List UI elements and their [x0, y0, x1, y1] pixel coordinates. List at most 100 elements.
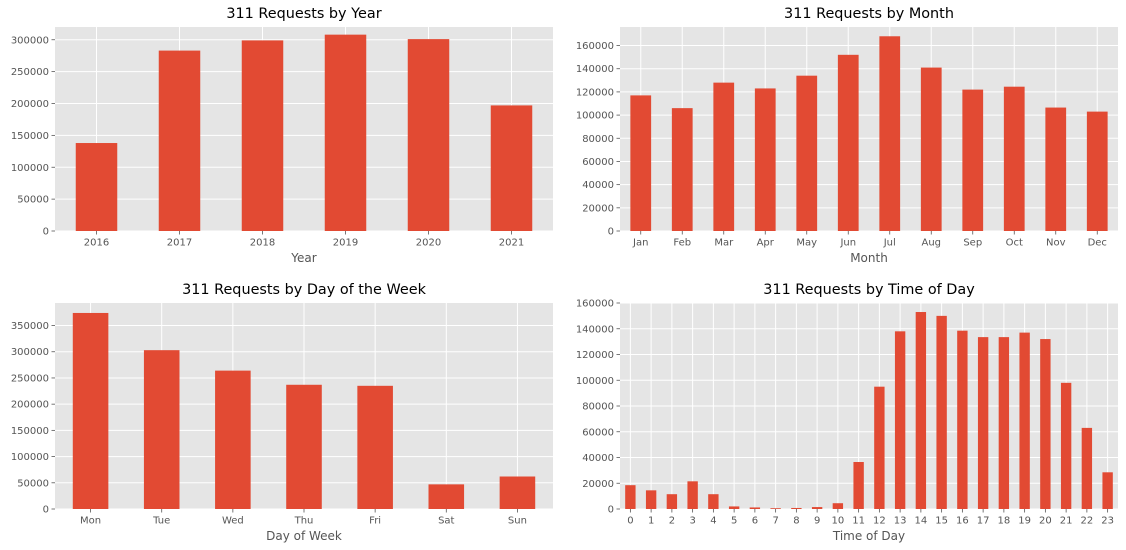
x-tick-label: 13 — [894, 516, 907, 527]
bar-18 — [998, 337, 1010, 509]
y-tick-label: 250000 — [11, 67, 49, 78]
bar-6 — [749, 507, 761, 509]
y-tick-label: 300000 — [11, 347, 49, 358]
chart-title: 311 Requests by Year — [226, 6, 381, 22]
x-tick-label: Sat — [438, 516, 454, 527]
x-tick-label: 1 — [648, 516, 654, 527]
x-tick-label: 11 — [852, 516, 865, 527]
bar-2021 — [490, 105, 533, 231]
x-tick-label: Jan — [632, 238, 648, 249]
bar-Mar — [713, 82, 735, 232]
chart-title: 311 Requests by Day of the Week — [182, 282, 427, 298]
y-tick-label: 250000 — [11, 373, 49, 384]
bar-17 — [977, 337, 989, 509]
y-tick-label: 50000 — [17, 195, 49, 206]
plot-area — [620, 27, 1118, 231]
bar-21 — [1060, 382, 1072, 509]
x-tick-label: 7 — [772, 516, 778, 527]
y-tick-label: 50000 — [17, 478, 49, 489]
x-tick-label: 15 — [935, 516, 948, 527]
x-tick-label: Oct — [1006, 238, 1023, 249]
x-tick-label: 2 — [669, 516, 675, 527]
bar-2 — [666, 494, 678, 509]
x-tick-label: Aug — [921, 238, 941, 249]
chart-requests-by-month: 0 20000 40000 60000 80000 100000 120000 140000 1… — [576, 6, 1118, 265]
bar-3 — [687, 481, 698, 509]
bar-2018 — [241, 40, 284, 232]
bar-23 — [1102, 472, 1113, 509]
x-tick-label: 2021 — [499, 238, 524, 249]
bar-2020 — [407, 39, 450, 231]
bar-Wed — [215, 370, 251, 509]
x-tick-label: 21 — [1060, 516, 1073, 527]
y-tick-label: 300000 — [11, 35, 49, 46]
bar-5 — [728, 506, 740, 509]
bar-Feb — [671, 108, 693, 231]
x-tick-label: 6 — [752, 516, 758, 527]
x-tick-label: Sep — [963, 238, 982, 249]
bar-10 — [832, 503, 844, 509]
x-tick-label: May — [796, 238, 817, 249]
x-tick-label: 17 — [977, 516, 990, 527]
bar-14 — [915, 312, 927, 509]
x-tick-label: 3 — [689, 516, 695, 527]
x-tick-label: 12 — [873, 516, 886, 527]
bar-12 — [874, 386, 885, 509]
x-tick-label: Thu — [294, 516, 314, 527]
y-tick-label: 20000 — [582, 479, 614, 490]
x-tick-label: 22 — [1081, 516, 1094, 527]
x-tick-label: 2019 — [333, 238, 358, 249]
y-tick-label: 100000 — [11, 452, 49, 463]
bar-Fri — [357, 385, 393, 509]
x-tick-label: Mon — [80, 516, 101, 527]
bar-1 — [645, 490, 657, 509]
bar-Thu — [286, 384, 322, 509]
x-tick-label: 23 — [1101, 516, 1114, 527]
bar-2017 — [158, 50, 201, 232]
bar-Sep — [962, 89, 984, 231]
x-axis-title: Time of Day — [832, 529, 905, 543]
x-tick-label: 5 — [731, 516, 737, 527]
bar-2016 — [75, 143, 118, 231]
x-tick-label: 19 — [1018, 516, 1031, 527]
x-tick-label: Fri — [369, 516, 381, 527]
y-tick-label: 40000 — [582, 453, 614, 464]
bar-May — [796, 75, 818, 231]
x-axis-title: Month — [850, 251, 888, 265]
bar-Apr — [754, 88, 776, 231]
x-tick-label: Jun — [839, 238, 856, 249]
x-tick-label: 2018 — [250, 238, 275, 249]
x-tick-label: Apr — [757, 238, 775, 249]
chart-title: 311 Requests by Time of Day — [763, 282, 975, 298]
chart-requests-by-day-of-week: 0 50000 100000 150000 200000 250000 300000 3500… — [11, 282, 553, 543]
plot-area — [55, 27, 553, 231]
bar-2019 — [324, 34, 367, 232]
y-tick-label: 140000 — [576, 64, 614, 75]
y-tick-label: 100000 — [576, 376, 614, 387]
chart-title: 311 Requests by Month — [784, 6, 954, 22]
bar-0 — [625, 485, 636, 509]
bar-Jun — [837, 54, 859, 232]
x-tick-label: 2020 — [416, 238, 441, 249]
bar-Aug — [920, 67, 942, 232]
y-tick-label: 150000 — [11, 426, 49, 437]
x-tick-label: 18 — [998, 516, 1011, 527]
y-tick-label: 40000 — [582, 180, 614, 191]
bar-Nov — [1045, 107, 1067, 231]
y-tick-label: 100000 — [576, 111, 614, 122]
chart-requests-by-year: 0 50000 100000 150000 200000 250000 300000 2016… — [11, 6, 553, 265]
y-tick-label: 150000 — [11, 131, 49, 142]
y-tick-label: 60000 — [582, 427, 614, 438]
bar-Sun — [499, 476, 536, 509]
bar-4 — [708, 494, 719, 509]
x-tick-label: Wed — [222, 516, 244, 527]
y-tick-label: 140000 — [576, 324, 614, 335]
x-tick-label: 9 — [814, 516, 820, 527]
x-axis-title: Day of Week — [266, 529, 342, 543]
y-tick-label: 200000 — [11, 99, 49, 110]
x-tick-label: Mar — [714, 238, 734, 249]
x-tick-label: 8 — [793, 516, 799, 527]
y-tick-label: 160000 — [576, 41, 614, 52]
y-tick-label: 0 — [43, 227, 49, 238]
